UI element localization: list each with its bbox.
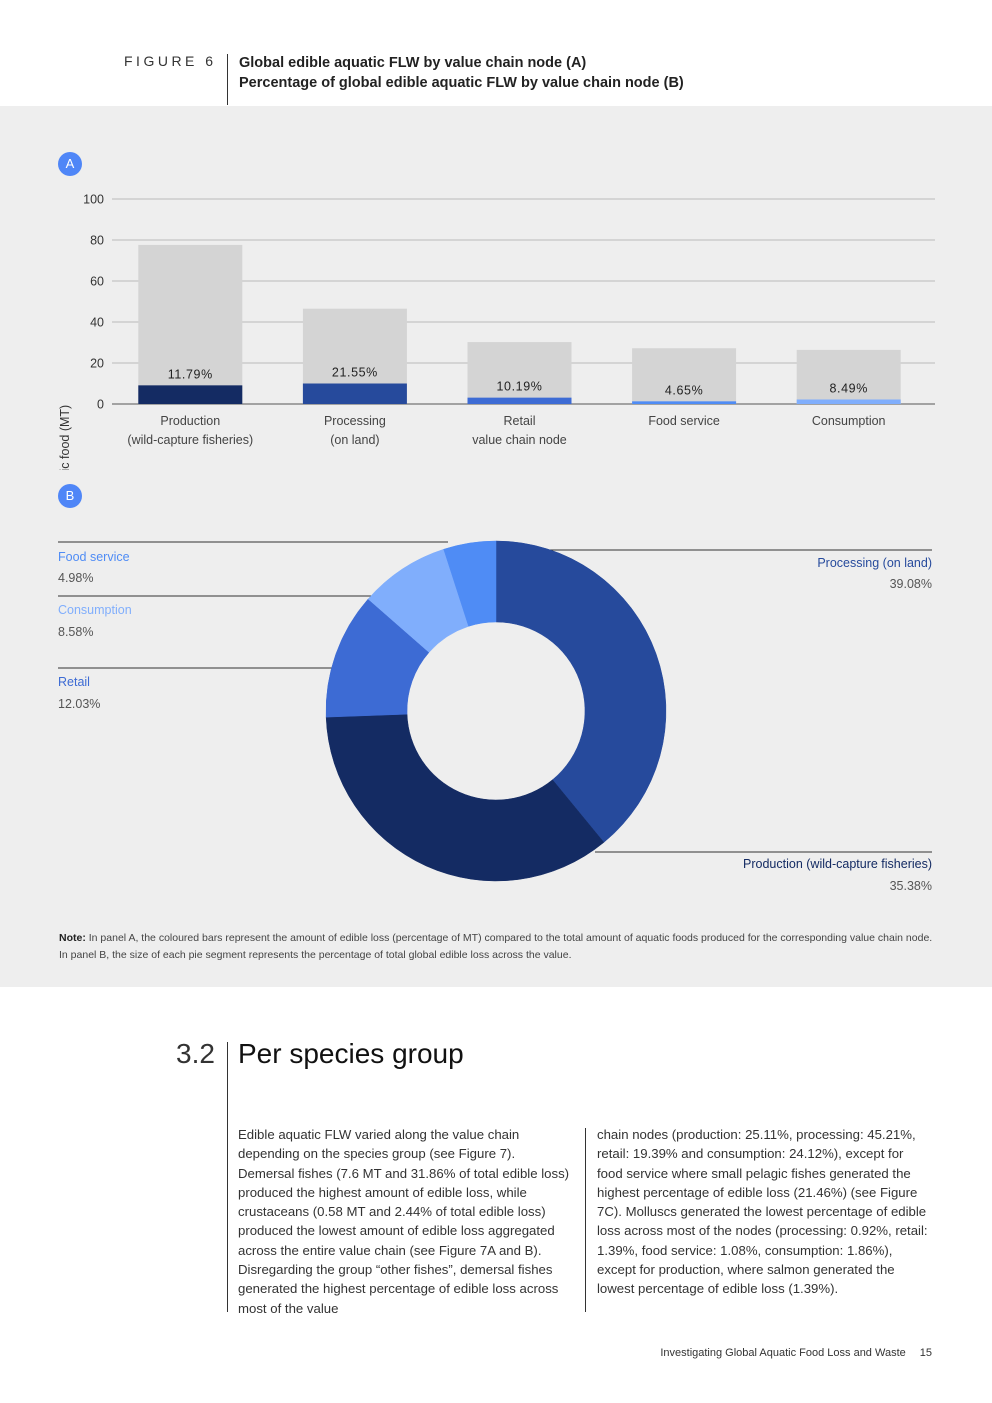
section-title: Per species group — [238, 1038, 464, 1069]
column-divider — [585, 1128, 586, 1312]
body-column-2: chain nodes (production: 25.11%, process… — [597, 1127, 928, 1297]
total-bar — [138, 244, 243, 404]
figure-title-line-1: Global edible aquatic FLW by value chain… — [239, 55, 587, 71]
data-label: 4.65% — [665, 383, 703, 397]
panel-b-badge: B — [58, 484, 82, 508]
legend-food-service-value: 4.98% — [58, 571, 94, 585]
x-tick-label: (on land) — [330, 433, 379, 447]
data-label: 8.49% — [829, 381, 867, 395]
loss-bar — [302, 383, 407, 404]
figure-title-line-2: Percentage of global edible aquatic FLW … — [239, 75, 684, 91]
x-tick-label: Production — [160, 414, 220, 428]
x-tick-label: Food service — [648, 414, 720, 428]
total-bar — [632, 348, 737, 404]
donut-slice-food — [443, 540, 497, 627]
y-tick-label: 0 — [97, 398, 104, 412]
page-number: 15 — [919, 1347, 932, 1359]
x-tick-label: value chain node — [472, 433, 567, 447]
legend-retail-label: Retail — [58, 675, 90, 689]
bar-chart-y-axis-label: Amount of aquatic food (MT) — [58, 405, 72, 470]
figure-note: Note: In panel A, the coloured bars repr… — [59, 930, 939, 964]
figure-header: FIGURE 6 Global edible aquatic FLW by va… — [0, 0, 992, 106]
section-divider — [227, 1042, 228, 1312]
body-column-1: Edible aquatic FLW varied along the valu… — [238, 1127, 570, 1316]
panel-a-badge: A — [58, 152, 82, 176]
total-bar — [467, 342, 572, 404]
donut-slice-production — [325, 713, 605, 882]
legend-retail-value: 12.03% — [58, 697, 101, 711]
x-tick-label: Consumption — [812, 414, 886, 428]
y-tick-label: 60 — [90, 275, 104, 289]
legend-processing-label: Processing (on land) — [817, 556, 932, 570]
bar-chart-x-ticks: Production (wild-capture fisheries) Proces… — [127, 414, 885, 447]
page-footer: Investigating Global Aquatic Food Loss a… — [660, 1347, 932, 1359]
y-tick-label: 40 — [90, 316, 104, 330]
legend-food-service-label: Food service — [58, 550, 130, 564]
x-tick-label: Processing — [324, 414, 386, 428]
loss-bar — [796, 399, 901, 404]
legend-consumption-value: 8.58% — [58, 625, 94, 639]
data-label: 21.55% — [332, 366, 378, 380]
figure-title: Global edible aquatic FLW by value chain… — [239, 53, 684, 93]
bar-chart: 0 20 40 60 80 100 11.79% 21.55% 10.19% 4.65% 8.49… — [58, 193, 935, 470]
bar-chart-loss-bars — [138, 383, 901, 404]
loss-bar — [138, 385, 243, 404]
donut-leader-lines — [58, 541, 932, 853]
x-tick-label: (wild-capture fisheries) — [127, 433, 253, 447]
y-tick-label: 80 — [90, 234, 104, 248]
figure-label: FIGURE 6 — [124, 53, 217, 69]
legend-production-label: Production (wild-capture fisheries) — [743, 857, 932, 871]
figure-divider — [227, 54, 228, 105]
data-label: 10.19% — [497, 380, 543, 394]
total-bar — [796, 349, 901, 404]
bar-chart-data-labels: 11.79% 21.55% 10.19% 4.65% 8.49% — [168, 366, 868, 398]
y-tick-label: 100 — [83, 193, 104, 207]
legend-consumption-label: Consumption — [58, 603, 132, 617]
y-tick-label: 20 — [90, 357, 104, 371]
donut-slice-processing — [495, 540, 667, 843]
footer-title: Investigating Global Aquatic Food Loss a… — [660, 1347, 906, 1359]
note-text: In panel A, the coloured bars represent … — [59, 932, 933, 961]
loss-bar — [467, 397, 572, 404]
loss-bar — [632, 401, 737, 404]
bar-chart-y-ticks: 0 20 40 60 80 100 — [83, 193, 104, 412]
legend-production-value: 35.38% — [889, 879, 932, 893]
data-label: 11.79% — [168, 367, 213, 381]
donut-chart — [58, 540, 932, 882]
legend-processing-value: 39.08% — [889, 577, 932, 591]
section-number: 3.2 — [176, 1038, 215, 1069]
x-tick-label: Retail — [504, 414, 536, 428]
donut-slices — [325, 540, 667, 882]
note-label: Note: — [59, 932, 86, 944]
